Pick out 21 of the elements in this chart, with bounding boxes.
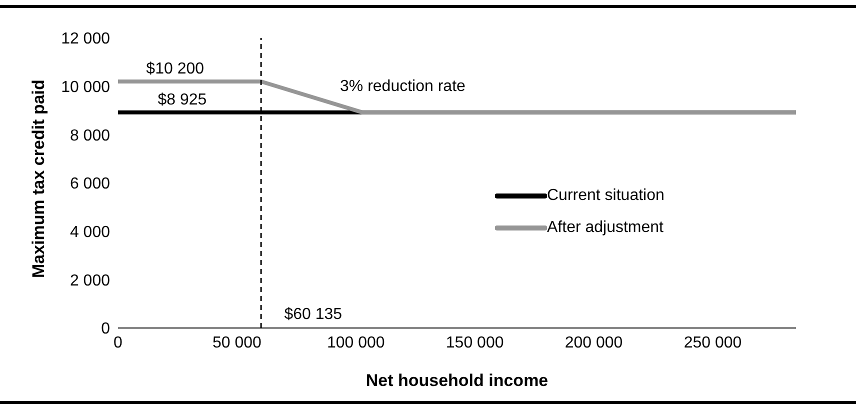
legend-label: Current situation — [547, 187, 664, 205]
y-axis-title: Maximum tax credit paid — [29, 80, 48, 278]
legend-label: After adjustment — [547, 219, 664, 237]
x-axis-title: Net household income — [366, 371, 548, 390]
y-tick-label: 4 000 — [70, 224, 110, 242]
y-tick-label: 0 — [101, 320, 110, 338]
ref-line-label: $60 135 — [284, 306, 342, 323]
y-tick-label: 6 000 — [70, 176, 110, 193]
x-tick-label: 250 000 — [684, 334, 742, 352]
x-tick-label: 200 000 — [564, 334, 623, 352]
y-tick-label: 8 000 — [70, 127, 110, 144]
y-tick-label: 2 000 — [70, 272, 110, 290]
annotation: $10 200 — [146, 60, 204, 78]
x-tick-label: 0 — [114, 334, 123, 352]
y-tick-label: 12 000 — [61, 30, 110, 48]
x-tick-label: 100 000 — [326, 334, 385, 352]
annotation: $8 925 — [158, 91, 207, 108]
annotation: 3% reduction rate — [340, 78, 466, 96]
x-tick-label: 150 000 — [446, 334, 504, 352]
y-tick-label: 10 000 — [61, 79, 110, 96]
x-tick-label: 50 000 — [212, 334, 262, 352]
